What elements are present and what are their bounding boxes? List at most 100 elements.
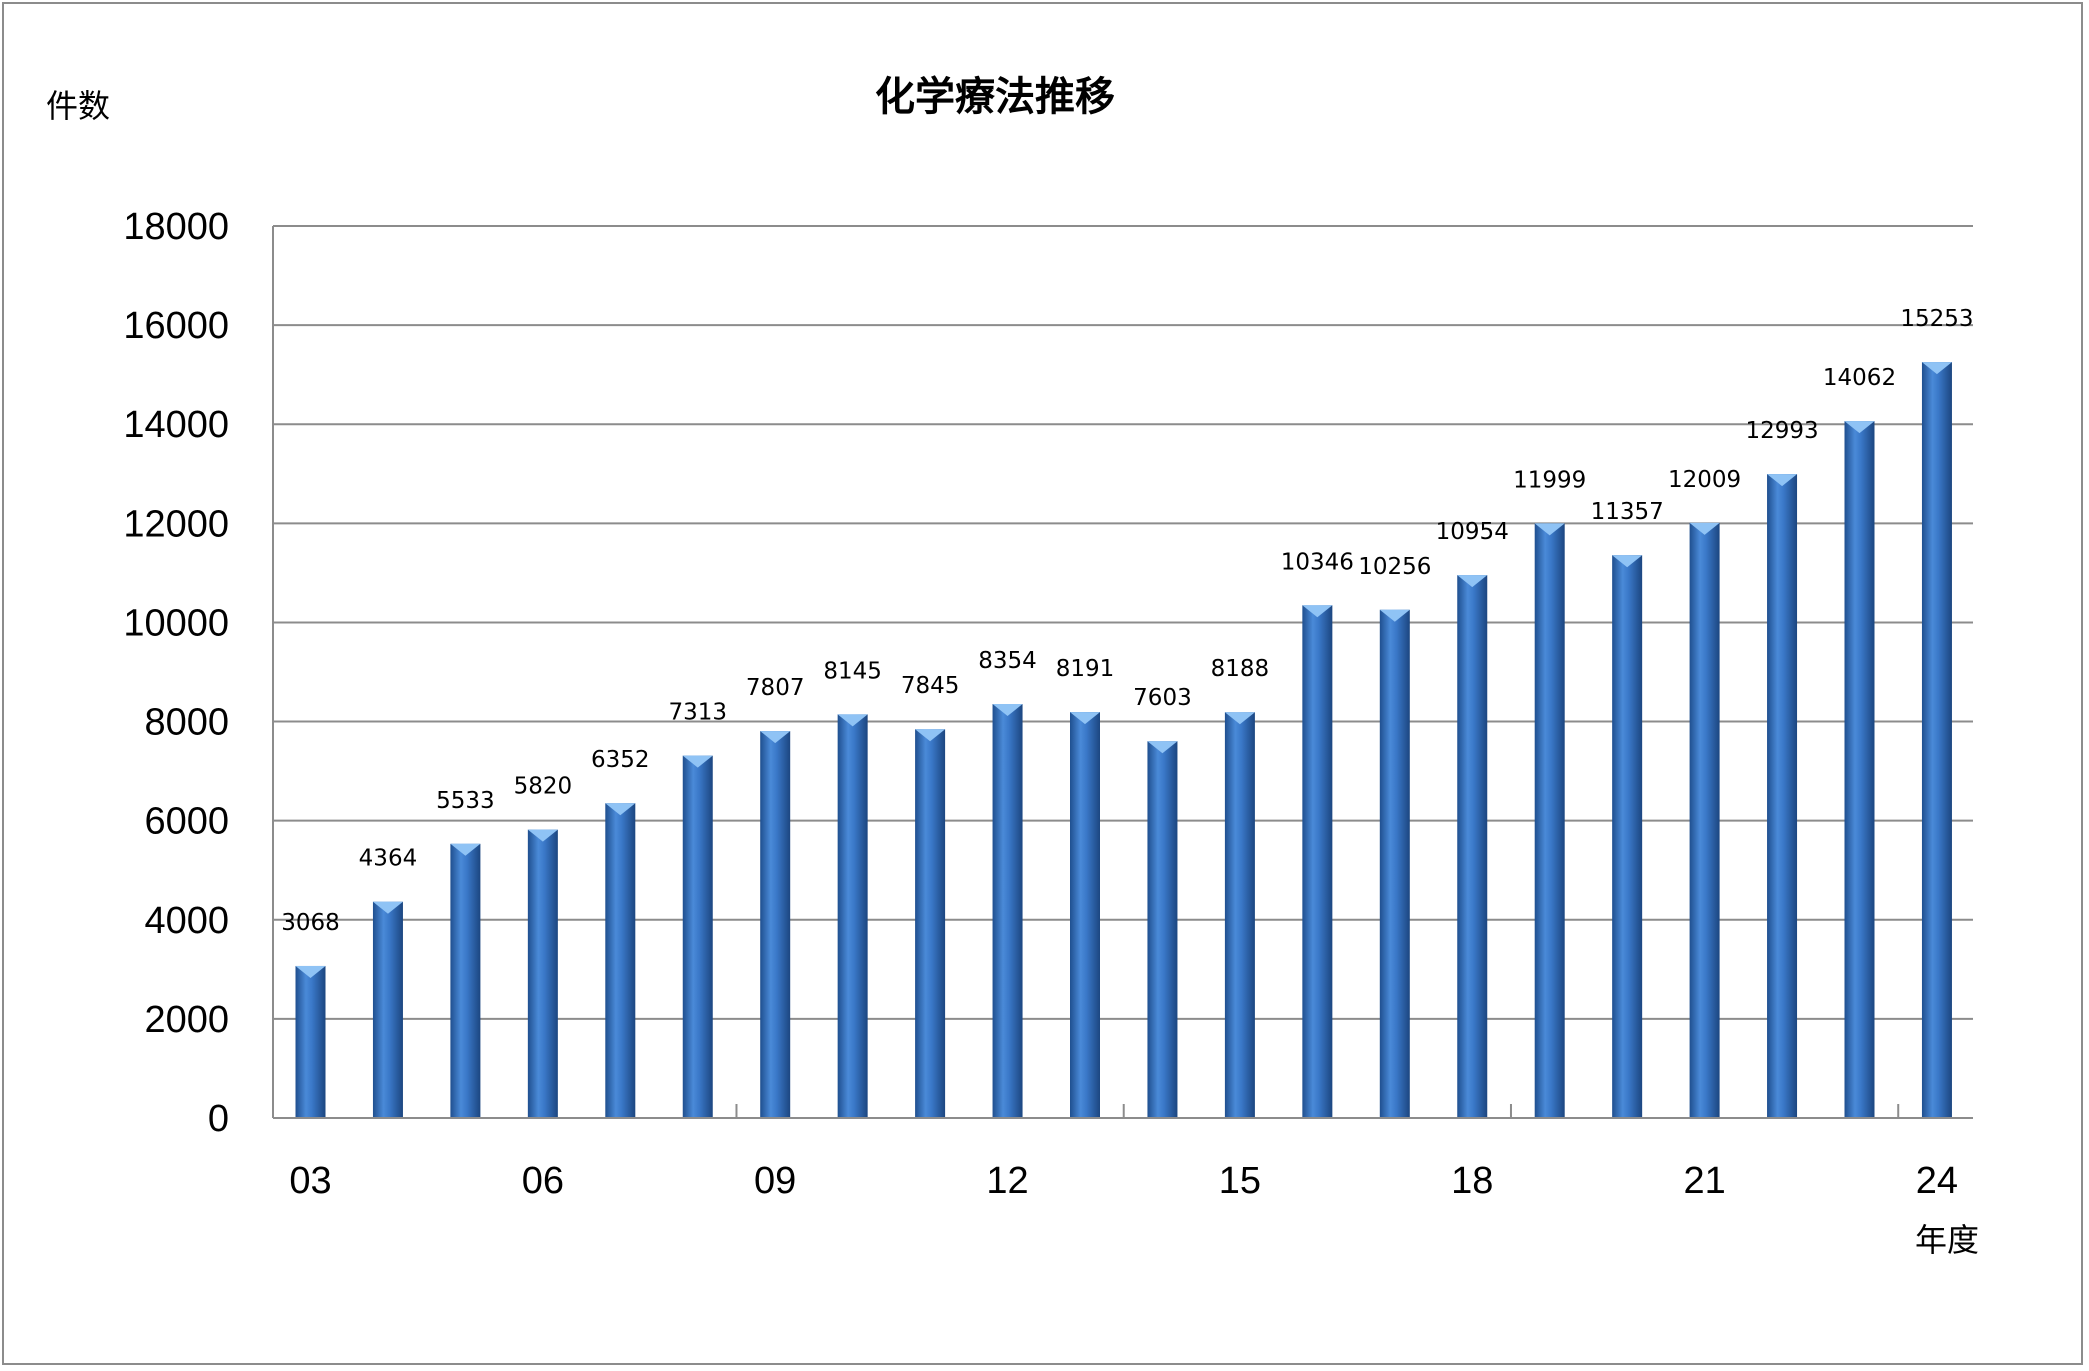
- data-label: 8191: [1056, 656, 1115, 682]
- bar: [1070, 712, 1100, 1118]
- bar-top-cap: [837, 714, 868, 727]
- bar-body: [1147, 741, 1178, 1118]
- x-axis-unit-label: 年度: [1915, 1221, 1979, 1259]
- bar: [1612, 555, 1643, 1118]
- bar-body: [1070, 712, 1100, 1118]
- bar-body: [760, 731, 791, 1118]
- bar-body: [992, 704, 1023, 1118]
- bar-body: [1534, 523, 1565, 1118]
- bar: [527, 829, 558, 1118]
- bar-top-cap: [1147, 741, 1178, 754]
- x-tick-label: 09: [754, 1160, 796, 1202]
- bar-top-cap: [1379, 609, 1410, 622]
- bar: [295, 965, 326, 1118]
- data-label: 7807: [746, 675, 805, 701]
- bar-top-cap: [1689, 522, 1720, 535]
- bar-body: [1689, 522, 1720, 1118]
- data-label: 8354: [978, 648, 1037, 674]
- bar: [992, 704, 1023, 1118]
- bar: [372, 901, 403, 1118]
- bar-top-cap: [1844, 421, 1875, 434]
- bar-top-cap: [760, 731, 791, 744]
- data-label: 11357: [1591, 499, 1664, 525]
- bar-body: [1767, 474, 1798, 1119]
- bar-top-cap: [527, 829, 558, 842]
- y-tick-label: 10000: [123, 602, 229, 644]
- data-label: 8188: [1211, 656, 1270, 682]
- bar-top-cap: [915, 729, 946, 742]
- data-label: 7313: [668, 700, 727, 726]
- x-tick-label: 06: [522, 1160, 564, 1202]
- bar-body: [1612, 555, 1643, 1118]
- bar-body: [605, 803, 636, 1118]
- bar: [450, 843, 481, 1118]
- bar-body: [837, 714, 868, 1118]
- data-label: 5533: [436, 788, 495, 814]
- bars: [295, 362, 1952, 1119]
- chart-title: 化学療法推移: [875, 74, 1115, 120]
- data-label: 6352: [591, 747, 650, 773]
- data-label: 10346: [1281, 549, 1354, 575]
- x-tick-label: 21: [1683, 1160, 1725, 1202]
- bar: [760, 731, 791, 1118]
- bar-top-cap: [605, 803, 636, 816]
- bar-top-cap: [1767, 474, 1798, 487]
- data-label: 5820: [514, 774, 573, 800]
- x-tick-label: 03: [289, 1160, 331, 1202]
- y-tick-label: 0: [208, 1098, 229, 1140]
- x-tick-label: 18: [1451, 1160, 1493, 1202]
- bar-body: [1844, 421, 1875, 1118]
- y-tick-labels: 0 2000 4000 6000 8000 10000 12000 14000 16000 180…: [123, 206, 229, 1140]
- bar-top-cap: [682, 755, 713, 768]
- data-label: 10954: [1436, 519, 1509, 545]
- data-label: 12009: [1668, 467, 1741, 493]
- bar: [1534, 523, 1565, 1118]
- bar-body: [1457, 575, 1488, 1118]
- data-labels: 3068 4364 5533 5820 6352 7313 7807 8145 7845 8354…: [281, 306, 1973, 936]
- bar: [915, 729, 946, 1118]
- bar-body: [915, 729, 946, 1118]
- bar-body: [1921, 362, 1952, 1118]
- bar: [1457, 575, 1488, 1118]
- bar-body: [372, 901, 403, 1118]
- bar-top-cap: [372, 901, 403, 914]
- data-label: 12993: [1745, 418, 1818, 444]
- x-tick-label: 15: [1219, 1160, 1261, 1202]
- bar: [1379, 609, 1410, 1118]
- y-tick-label: 2000: [144, 999, 229, 1041]
- bar-body: [295, 965, 326, 1118]
- bar: [605, 803, 636, 1118]
- bar: [1302, 605, 1333, 1118]
- data-label: 7603: [1133, 685, 1192, 711]
- y-tick-label: 14000: [123, 404, 229, 446]
- x-tick-label: 24: [1916, 1160, 1958, 1202]
- data-label: 7845: [901, 673, 960, 699]
- x-tick-label: 12: [986, 1160, 1028, 1202]
- bar-body: [450, 843, 481, 1118]
- y-tick-label: 12000: [123, 503, 229, 545]
- bar-body: [682, 755, 713, 1118]
- bar: [837, 714, 868, 1118]
- bar-top-cap: [1534, 523, 1565, 536]
- bar-top-cap: [1302, 605, 1333, 618]
- bar-body: [527, 829, 558, 1118]
- data-label: 8145: [823, 658, 882, 684]
- bar: [1224, 712, 1255, 1118]
- bar: [1921, 362, 1952, 1118]
- bar: [1689, 522, 1720, 1118]
- data-label: 3068: [281, 910, 340, 936]
- bar-top-cap: [1070, 712, 1100, 725]
- bar-top-cap: [295, 965, 326, 978]
- bar-top-cap: [992, 704, 1023, 717]
- bar-top-cap: [1612, 555, 1643, 568]
- y-tick-label: 18000: [123, 206, 229, 248]
- bar: [682, 755, 713, 1118]
- axes: [272, 226, 1973, 1119]
- y-tick-label: 8000: [144, 702, 229, 744]
- data-label: 14062: [1823, 365, 1896, 391]
- bar-top-cap: [450, 843, 481, 856]
- y-tick-label: 16000: [123, 305, 229, 347]
- y-tick-label: 4000: [144, 900, 229, 942]
